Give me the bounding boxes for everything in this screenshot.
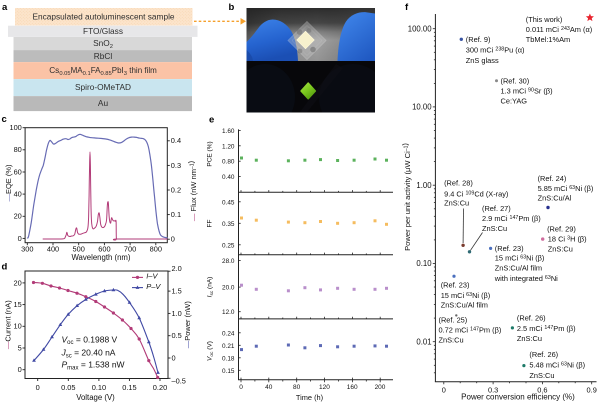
svg-text:a: a <box>2 2 8 13</box>
svg-text:0.72 mCi 147Pm (β): 0.72 mCi 147Pm (β) <box>439 325 502 334</box>
svg-text:ZnS:Cu/Al: ZnS:Cu/Al <box>538 194 572 203</box>
svg-text:c: c <box>2 114 7 125</box>
svg-text:(Ref. 23): (Ref. 23) <box>441 281 470 290</box>
svg-text:ZnS:Cu: ZnS:Cu <box>444 198 469 207</box>
svg-text:Ce:YAG: Ce:YAG <box>501 97 528 106</box>
svg-text:5.48 mCi 63Ni (β): 5.48 mCi 63Ni (β) <box>529 361 585 370</box>
svg-text:ZnS:Cu: ZnS:Cu <box>529 371 554 380</box>
svg-text:0.011 mCi 243Am (α): 0.011 mCi 243Am (α) <box>526 25 592 34</box>
svg-text:d: d <box>2 262 8 273</box>
svg-text:(Ref. 26): (Ref. 26) <box>529 350 558 359</box>
svg-text:ZnS:Cu: ZnS:Cu <box>439 335 464 344</box>
svg-text:9.4 Ci 109Cd (X-ray): 9.4 Ci 109Cd (X-ray) <box>444 189 508 198</box>
svg-text:ZnS:Cu: ZnS:Cu <box>548 244 573 253</box>
svg-text:ZnS:Cu: ZnS:Cu <box>517 334 542 343</box>
svg-text:(Ref. 28): (Ref. 28) <box>444 178 473 187</box>
svg-text:e: e <box>209 115 214 126</box>
svg-text:15 mCi 63Ni (β): 15 mCi 63Ni (β) <box>441 291 491 300</box>
svg-text:(Ref. 9): (Ref. 9) <box>466 35 491 44</box>
svg-text:ZnS:Cu/Al film: ZnS:Cu/Al film <box>441 300 488 309</box>
svg-text:(Ref. 30): (Ref. 30) <box>501 76 530 85</box>
svg-text:ZnS glass: ZnS glass <box>466 56 499 65</box>
svg-text:15 mCi 63Ni (β): 15 mCi 63Ni (β) <box>495 254 545 263</box>
svg-text:(Ref. 26): (Ref. 26) <box>517 314 546 323</box>
svg-text:18 Ci 3H (β): 18 Ci 3H (β) <box>548 235 587 244</box>
svg-text:(Ref. 29): (Ref. 29) <box>547 224 576 233</box>
svg-text:(Ref. 25): (Ref. 25) <box>439 315 468 324</box>
svg-text:5.85 mCi 63Ni (β): 5.85 mCi 63Ni (β) <box>538 184 594 193</box>
svg-text:(Ref. 24): (Ref. 24) <box>538 174 567 183</box>
svg-text:2.5 mCi 147Pm (β): 2.5 mCi 147Pm (β) <box>517 324 576 333</box>
svg-text:(Ref. 27): (Ref. 27) <box>482 204 511 213</box>
svg-text:b: b <box>229 2 235 13</box>
svg-text:f: f <box>405 2 409 13</box>
svg-text:300 mCi 238Pu (α): 300 mCi 238Pu (α) <box>466 45 525 54</box>
svg-text:(This work): (This work) <box>526 15 563 24</box>
svg-text:ZnS:Cu: ZnS:Cu <box>482 224 507 233</box>
svg-text:with integrated 63Ni: with integrated 63Ni <box>494 274 558 283</box>
svg-text:(Ref. 23): (Ref. 23) <box>495 244 524 253</box>
svg-text:TbMel:1%Am: TbMel:1%Am <box>526 35 570 44</box>
svg-text:1.3 mCi 90Sr (β): 1.3 mCi 90Sr (β) <box>501 87 553 96</box>
svg-text:2.9 mCi 147Pm (β): 2.9 mCi 147Pm (β) <box>482 214 541 223</box>
svg-text:ZnS:Cu/Al film: ZnS:Cu/Al film <box>495 264 542 273</box>
